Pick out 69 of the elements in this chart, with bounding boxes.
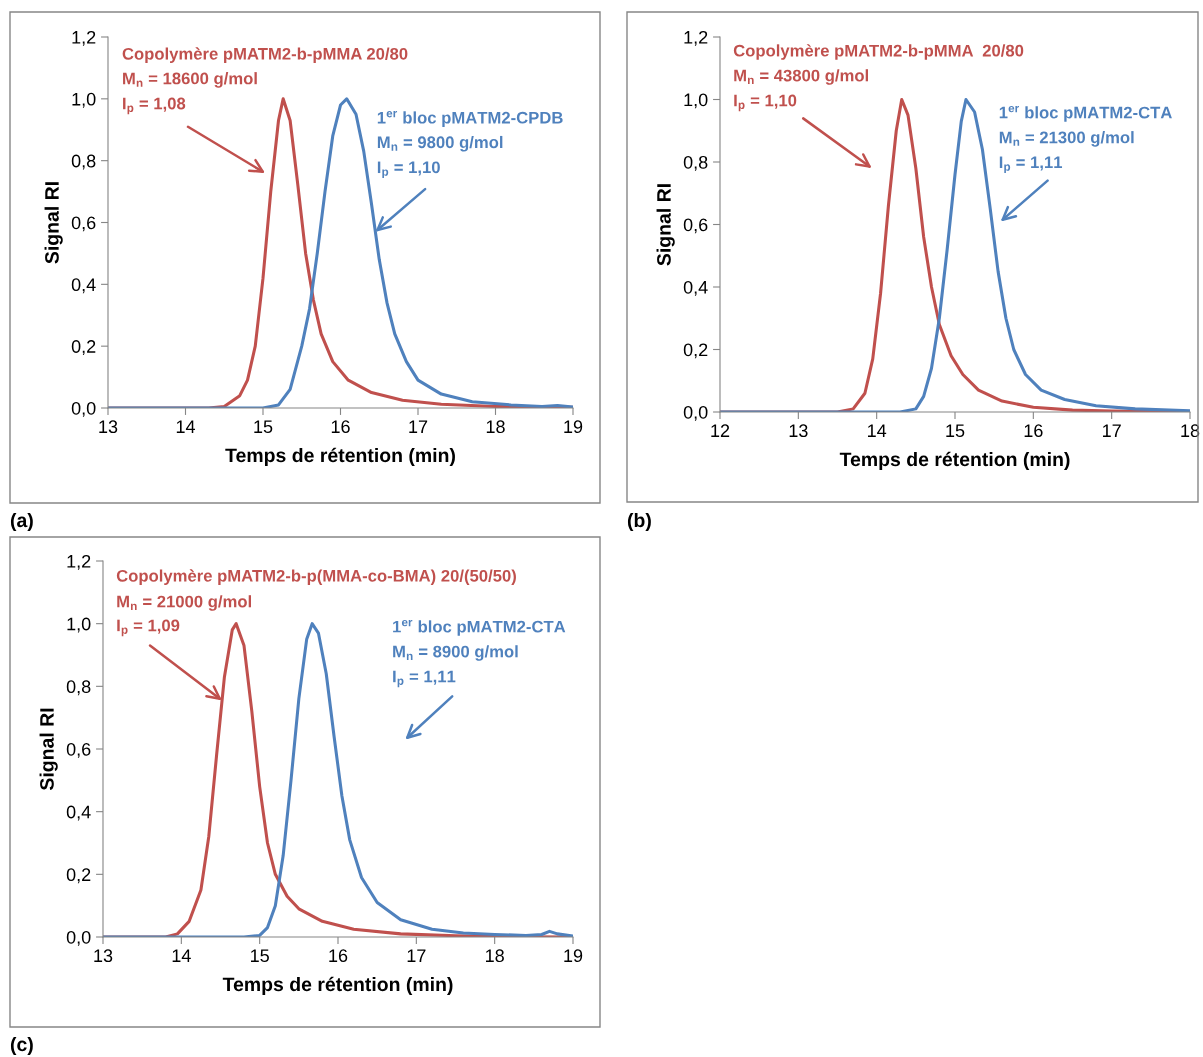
annotation: 1$^{er}$ bloc pMATM2-CTA: [999, 105, 1172, 122]
annotation: Copolymère pMATM2-b-pMMA 20/80: [122, 47, 408, 64]
annotation: Copolymère pMATM2-b-p(MMA-co-BMA) 20/(50/50): [116, 569, 516, 586]
y-tick-label: 0,0: [71, 401, 96, 417]
annotation: M$_{n}$ = 18600 g/mol: [123, 72, 257, 88]
y-tick-label: 0,8: [66, 680, 91, 696]
annotation: 1$^{er}$ bloc pMATM2-CTA: [393, 619, 566, 636]
y-tick-label: 1,2: [67, 554, 91, 570]
annotation: I$_{p}$ = 1,09: [117, 619, 180, 637]
x-tick-label: 16: [331, 420, 350, 434]
y-tick-label: 1,2: [684, 30, 708, 46]
x-axis-title: Temps de rétention (min): [225, 447, 455, 467]
y-tick-label: 1,2: [72, 30, 96, 46]
x-tick-label: 15: [251, 949, 269, 963]
x-axis-title: Temps de rétention (min): [222, 976, 453, 996]
y-axis-title: Signal RI: [656, 184, 675, 266]
y-tick-label: 0,4: [71, 278, 96, 294]
text: (b): [627, 512, 651, 532]
x-tick-label: 19: [564, 949, 583, 963]
y-tick-label: 1,0: [67, 617, 91, 633]
annotation: M$_{n}$ = 8900 g/mol: [393, 645, 518, 661]
annotation: I$_{p}$ = 1,08: [123, 97, 186, 115]
y-tick-label: 0,4: [683, 280, 708, 296]
y-tick-label: 0,2: [683, 343, 708, 359]
y-tick-label: 0,2: [66, 868, 91, 884]
x-axis-title: Temps de rétention (min): [839, 451, 1070, 471]
annotation: Copolymère pMATM2-b-pMMA 20/80: [733, 44, 1024, 60]
annotation: M$_{n}$ = 21000 g/mol: [117, 595, 251, 611]
annotation: 1$^{er}$ bloc pMATM2-CPDB: [377, 110, 563, 127]
annotation: M$_{n}$ = 43800 g/mol: [734, 69, 868, 85]
x-tick-label: 12: [711, 424, 730, 437]
y-tick-label: 0,2: [71, 340, 96, 356]
x-tick-label: 17: [1103, 424, 1121, 437]
x-tick-label: 17: [407, 949, 426, 962]
annotation: M$_{n}$ = 9800 g/mol: [377, 135, 503, 152]
text: (c): [10, 1036, 33, 1056]
y-tick-label: 0,6: [683, 218, 708, 234]
y-axis-title: Signal RI: [44, 182, 63, 264]
y-tick-label: 0,0: [66, 930, 91, 946]
annotation: M$_{n}$ = 21300 g/mol: [999, 131, 1134, 147]
y-axis-title: Signal RI: [39, 708, 58, 791]
x-tick-label: 13: [789, 424, 808, 438]
annotation: I$_{p}$ = 1,11: [999, 156, 1063, 174]
y-tick-label: 0,8: [71, 154, 96, 170]
x-tick-label: 13: [94, 949, 113, 963]
y-tick-label: 1,0: [684, 93, 708, 109]
x-tick-label: 18: [486, 949, 504, 963]
y-tick-label: 0,4: [66, 805, 91, 821]
x-tick-label: 15: [254, 420, 273, 434]
x-tick-label: 13: [99, 420, 118, 434]
x-tick-label: 19: [564, 420, 583, 434]
x-tick-label: 18: [1181, 424, 1200, 438]
x-tick-label: 18: [486, 420, 505, 434]
x-tick-label: 16: [1024, 424, 1043, 438]
annotation: I$_{p}$ = 1,10: [734, 94, 797, 112]
y-tick-label: 1,0: [72, 92, 96, 108]
x-tick-label: 14: [176, 420, 196, 433]
annotation: I$_{p}$ = 1,11: [393, 670, 456, 688]
x-tick-label: 15: [946, 424, 965, 438]
text: (a): [10, 512, 33, 532]
x-tick-label: 14: [172, 949, 191, 962]
y-tick-label: 0,8: [683, 155, 708, 171]
x-tick-label: 16: [329, 949, 348, 963]
y-tick-label: 0,6: [66, 742, 91, 758]
y-tick-label: 0,6: [71, 216, 96, 232]
y-tick-label: 0,0: [683, 405, 708, 421]
annotation: I$_{p}$ = 1,10: [377, 161, 440, 179]
x-tick-label: 14: [868, 424, 887, 437]
x-tick-label: 17: [409, 420, 428, 433]
